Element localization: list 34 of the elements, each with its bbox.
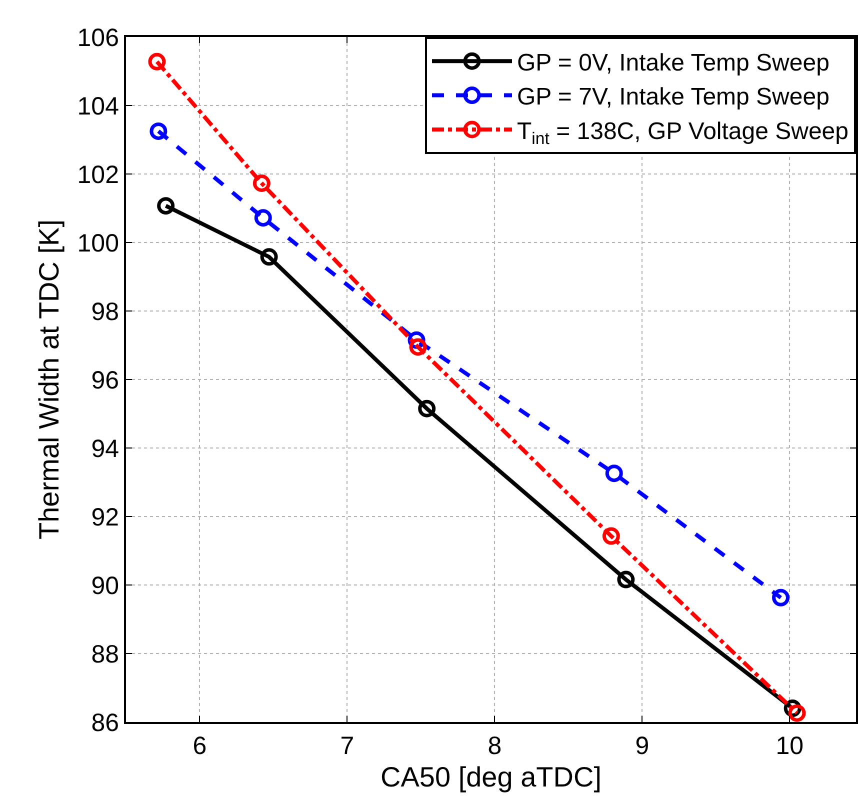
x-tick-label: 7 <box>340 732 354 760</box>
point <box>254 209 272 227</box>
x-tick-label: 9 <box>635 732 650 760</box>
point <box>617 570 635 588</box>
y-tick-label: 100 <box>77 229 119 258</box>
point <box>260 248 278 266</box>
y-tick-label: 104 <box>77 92 120 120</box>
y-tick-label: 102 <box>77 160 119 189</box>
point <box>602 527 620 545</box>
x-tick-label: 6 <box>192 732 207 760</box>
x-axis-title: CA50 [deg aTDC] <box>380 762 602 793</box>
point <box>772 588 790 606</box>
point <box>157 197 175 215</box>
y-tick-label: 106 <box>77 24 119 52</box>
legend-label: GP = 0V, Intake Temp Sweep <box>517 49 830 76</box>
point <box>252 174 270 192</box>
point <box>788 704 806 722</box>
y-tick-label: 88 <box>91 640 119 668</box>
point <box>605 464 623 482</box>
point <box>418 400 436 418</box>
y-tick-label: 86 <box>91 708 119 737</box>
y-tick-label: 92 <box>91 503 119 532</box>
y-tick-label: 90 <box>91 572 119 600</box>
y-tick-label: 96 <box>91 366 119 394</box>
x-tick-label: 10 <box>776 732 804 760</box>
y-axis-title: Thermal Width at TDC [K] <box>33 219 64 540</box>
y-tick-label: 98 <box>91 298 119 326</box>
y-tick-label: 94 <box>91 434 120 463</box>
x-tick-label: 8 <box>488 732 502 760</box>
legend-label: GP = 7V, Intake Temp Sweep <box>517 84 830 111</box>
legend-label: T$_{int}$ = 138C, GP Voltage Sweep <box>517 118 849 148</box>
point <box>150 122 168 140</box>
point <box>409 338 427 356</box>
point <box>148 52 166 70</box>
